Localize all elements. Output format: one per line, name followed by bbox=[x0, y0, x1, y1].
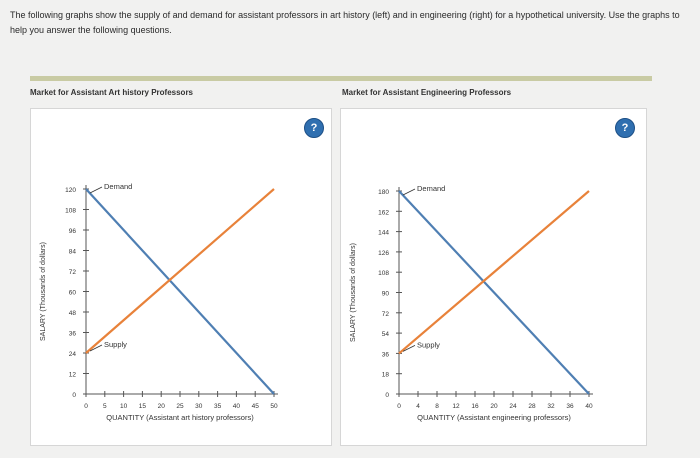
y-tick-label: 72 bbox=[69, 269, 77, 276]
x-tick-label: 4 bbox=[416, 403, 420, 410]
demand-curve bbox=[85, 188, 275, 395]
x-tick-label: 16 bbox=[471, 403, 479, 410]
chart-title-engineering: Market for Assistant Engineering Profess… bbox=[342, 88, 512, 97]
y-tick-label: 162 bbox=[378, 209, 389, 216]
x-tick-label: 36 bbox=[566, 403, 574, 410]
y-tick-label: 54 bbox=[382, 331, 390, 338]
x-tick-label: 24 bbox=[509, 403, 517, 410]
x-tick-label: 20 bbox=[490, 403, 498, 410]
y-tick-label: 72 bbox=[382, 311, 390, 318]
y-tick-label: 36 bbox=[69, 331, 77, 338]
supply-label: Supply bbox=[104, 340, 127, 349]
y-tick-label: 144 bbox=[378, 230, 389, 237]
instructions-text: The following graphs show the supply of … bbox=[10, 10, 680, 35]
y-tick-label: 96 bbox=[69, 228, 77, 235]
x-tick-label: 25 bbox=[176, 403, 184, 410]
help-button-engineering[interactable]: ? bbox=[615, 118, 635, 138]
y-tick-label: 0 bbox=[385, 392, 389, 399]
demand-curve bbox=[398, 190, 590, 395]
x-tick-label: 15 bbox=[139, 403, 147, 410]
x-tick-label: 0 bbox=[397, 403, 401, 410]
y-tick-label: 180 bbox=[378, 189, 389, 196]
y-tick-label: 18 bbox=[382, 372, 390, 379]
x-tick-label: 5 bbox=[103, 403, 107, 410]
supply-label-pointer bbox=[402, 345, 416, 352]
y-axis-label: SALARY (Thousands of dollars) bbox=[40, 242, 47, 341]
x-tick-label: 35 bbox=[214, 403, 222, 410]
x-tick-label: 0 bbox=[84, 403, 88, 410]
x-tick-label: 10 bbox=[120, 403, 128, 410]
demand-label: Demand bbox=[417, 184, 445, 193]
x-tick-label: 50 bbox=[270, 403, 278, 410]
x-tick-label: 8 bbox=[435, 403, 439, 410]
y-tick-label: 90 bbox=[382, 291, 390, 298]
y-tick-label: 12 bbox=[69, 372, 77, 379]
y-tick-label: 108 bbox=[378, 270, 389, 277]
supply-curve bbox=[85, 188, 275, 354]
demand-label-pointer bbox=[89, 186, 103, 194]
y-tick-label: 36 bbox=[382, 351, 390, 358]
chart-art-history: 0 12 24 36 48 60 72 84 96 108 120 0 5 10 15 20 25 30 35 40 4… bbox=[40, 182, 278, 422]
x-tick-label: 40 bbox=[233, 403, 241, 410]
y-tick-label: 24 bbox=[69, 351, 77, 358]
x-tick-label: 12 bbox=[452, 403, 460, 410]
x-tick-label: 20 bbox=[158, 403, 166, 410]
y-tick-label: 48 bbox=[69, 310, 77, 317]
y-tick-label: 120 bbox=[65, 187, 76, 194]
y-tick-label: 60 bbox=[69, 290, 77, 297]
x-tick-label: 45 bbox=[252, 403, 260, 410]
y-tick-label: 126 bbox=[378, 250, 389, 257]
x-axis-label: QUANTITY (Assistant art history professo… bbox=[106, 413, 254, 422]
demand-label-pointer bbox=[402, 188, 416, 196]
supply-label-pointer bbox=[89, 344, 103, 352]
x-axis-label: QUANTITY (Assistant engineering professo… bbox=[417, 413, 571, 422]
help-button-art-history[interactable]: ? bbox=[304, 118, 324, 138]
section-divider bbox=[30, 76, 652, 81]
graph-panel-engineering: ? 0 18 36 54 72 90 108 126 144 162 180 0 4 8 12 16 20 24 2… bbox=[340, 108, 647, 446]
y-tick-label: 108 bbox=[65, 208, 76, 215]
graph-panel-art-history: ? 0 12 24 36 48 60 72 84 96 108 120 0 5 10 15 20 25 30 35 4… bbox=[30, 108, 332, 446]
x-tick-label: 30 bbox=[195, 403, 203, 410]
y-tick-label: 84 bbox=[69, 249, 77, 256]
y-axis-label: SALARY (Thousands of dollars) bbox=[350, 243, 357, 342]
demand-label: Demand bbox=[104, 182, 132, 191]
x-tick-label: 28 bbox=[528, 403, 536, 410]
y-tick-label: 0 bbox=[72, 392, 76, 399]
x-tick-label: 32 bbox=[547, 403, 555, 410]
supply-label: Supply bbox=[417, 340, 440, 349]
supply-curve bbox=[398, 190, 590, 355]
chart-title-art-history: Market for Assistant Art history Profess… bbox=[30, 88, 194, 97]
x-tick-label: 40 bbox=[585, 403, 593, 410]
chart-engineering: 0 18 36 54 72 90 108 126 144 162 180 0 4 8 12 16 20 24 28 3… bbox=[350, 184, 593, 422]
